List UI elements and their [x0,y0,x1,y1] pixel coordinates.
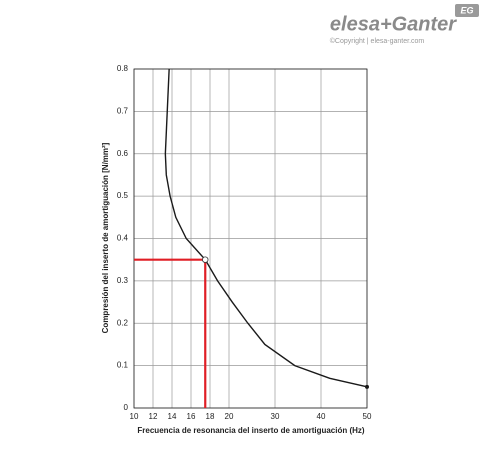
y-tick-label: 0.7 [117,106,129,115]
marker-point [202,256,209,263]
x-tick-label: 12 [149,412,158,421]
y-tick-label: 0.6 [117,149,129,158]
y-tick-label: 0.8 [117,64,129,73]
x-tick-label: 20 [225,412,234,421]
brand-name: elesa+Ganter [330,13,457,35]
y-tick-label: 0 [124,403,129,412]
x-tick-label: 30 [271,412,280,421]
end-point [365,384,369,389]
x-tick-label: 40 [317,412,326,421]
badge: EG [460,5,473,15]
x-tick-label: 50 [363,412,372,421]
x-tick-label: 10 [130,412,139,421]
y-tick-label: 0.1 [117,361,129,370]
x-tick-label: 16 [187,412,196,421]
badge-box [455,4,479,17]
y-tick-label: 0.2 [117,318,129,327]
plot-frame [133,68,368,409]
copyright: ©Copyright | elesa-ganter.com [330,37,425,45]
y-tick-label: 0.4 [117,234,129,243]
x-tick-label: 18 [206,412,215,421]
x-axis-label: Frecuencia de resonancia del inserto de … [137,426,365,435]
y-tick-label: 0.3 [117,276,129,285]
y-tick-label: 0.5 [117,191,129,200]
x-tick-label: 14 [168,412,177,421]
y-axis-label: Compresión del inserto de amortiguación … [101,142,110,333]
curve [164,68,368,388]
